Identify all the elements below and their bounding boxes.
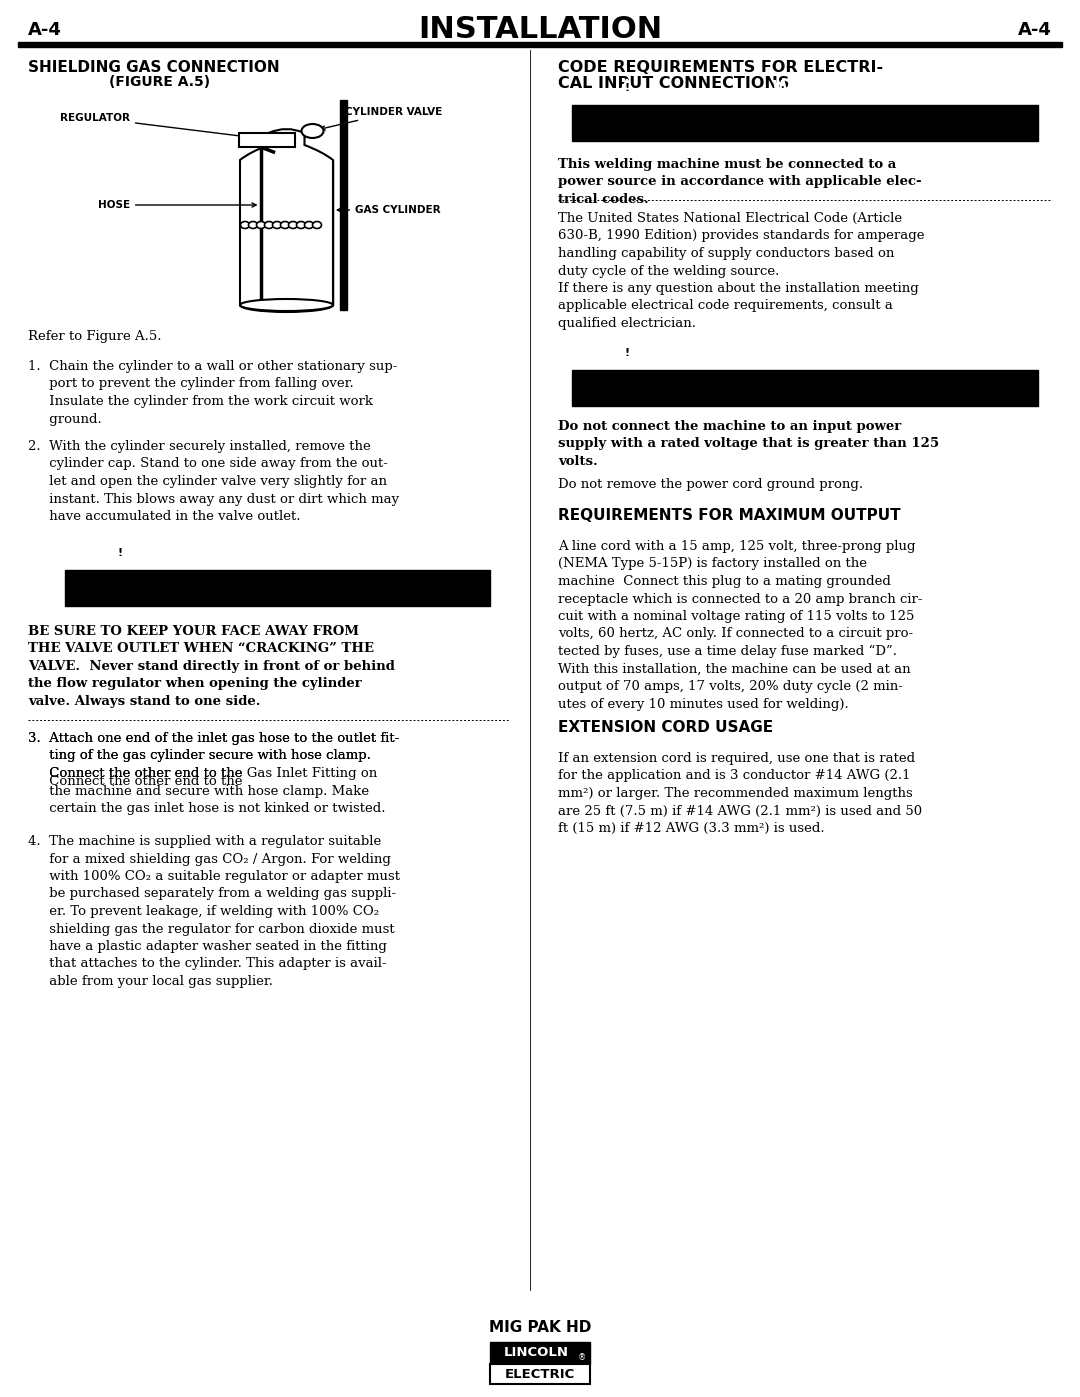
Text: A line cord with a 15 amp, 125 volt, three-prong plug
(NEMA Type 5-15P) is facto: A line cord with a 15 amp, 125 volt, thr… xyxy=(558,541,922,711)
Text: REQUIREMENTS FOR MAXIMUM OUTPUT: REQUIREMENTS FOR MAXIMUM OUTPUT xyxy=(558,509,901,522)
Polygon shape xyxy=(110,543,130,562)
Text: 3.  Attach one end of the inlet gas hose to the outlet fit-
     ting of the gas: 3. Attach one end of the inlet gas hose … xyxy=(28,732,400,780)
Text: 3.  Attach one end of the inlet gas hose to the outlet fit-
     ting of the gas: 3. Attach one end of the inlet gas hose … xyxy=(28,732,400,814)
Ellipse shape xyxy=(240,299,333,312)
Ellipse shape xyxy=(241,222,249,229)
Text: Do not remove the power cord ground prong.: Do not remove the power cord ground pron… xyxy=(558,478,863,490)
Text: Do not connect the machine to an input power
supply with a rated voltage that is: Do not connect the machine to an input p… xyxy=(558,420,940,468)
Text: SHIELDING GAS CONNECTION: SHIELDING GAS CONNECTION xyxy=(28,60,280,75)
Ellipse shape xyxy=(288,222,297,229)
Ellipse shape xyxy=(301,124,324,138)
Bar xyxy=(572,105,1038,141)
Text: The United States National Electrical Code (Article
630-B, 1990 Edition) provide: The United States National Electrical Co… xyxy=(558,212,924,330)
Text: HOSE: HOSE xyxy=(98,200,256,210)
Bar xyxy=(490,1363,590,1384)
Bar xyxy=(340,101,347,310)
Bar xyxy=(239,133,295,147)
Ellipse shape xyxy=(265,222,273,229)
Text: (FIGURE A.5): (FIGURE A.5) xyxy=(109,75,211,89)
Text: CAL INPUT CONNECTIONS: CAL INPUT CONNECTIONS xyxy=(558,75,789,91)
Bar xyxy=(240,161,242,305)
Text: If an extension cord is required, use one that is rated
for the application and : If an extension cord is required, use on… xyxy=(558,752,922,835)
Polygon shape xyxy=(617,80,637,96)
Text: ®: ® xyxy=(578,1354,586,1362)
Polygon shape xyxy=(617,344,637,362)
Text: !: ! xyxy=(624,82,630,94)
Ellipse shape xyxy=(281,222,289,229)
Text: INSTALLATION: INSTALLATION xyxy=(418,15,662,45)
Bar xyxy=(572,370,1038,407)
Text: 2.  With the cylinder securely installed, remove the
     cylinder cap. Stand to: 2. With the cylinder securely installed,… xyxy=(28,440,400,522)
Text: Refer to Figure A.5.: Refer to Figure A.5. xyxy=(28,330,162,344)
Text: GAS CYLINDER: GAS CYLINDER xyxy=(337,205,441,215)
Text: !: ! xyxy=(624,348,630,358)
Text: This welding machine must be connected to a
power source in accordance with appl: This welding machine must be connected t… xyxy=(558,158,921,205)
Text: ELECTRIC: ELECTRIC xyxy=(504,1368,576,1380)
Text: WARNING: WARNING xyxy=(772,78,878,98)
Text: Connect the other end to the: Connect the other end to the xyxy=(28,775,246,788)
Text: CYLINDER VALVE: CYLINDER VALVE xyxy=(321,108,442,130)
Text: 4.  The machine is supplied with a regulator suitable
     for a mixed shielding: 4. The machine is supplied with a regula… xyxy=(28,835,400,988)
Text: LINCOLN: LINCOLN xyxy=(503,1347,568,1359)
Ellipse shape xyxy=(240,298,333,312)
Ellipse shape xyxy=(297,222,306,229)
Ellipse shape xyxy=(312,222,322,229)
Text: WARNING: WARNING xyxy=(244,543,351,563)
Ellipse shape xyxy=(257,222,266,229)
PathPatch shape xyxy=(240,129,333,305)
Text: EXTENSION CORD USAGE: EXTENSION CORD USAGE xyxy=(558,719,773,735)
Text: CAUTION: CAUTION xyxy=(777,344,874,362)
Text: MIG PAK HD: MIG PAK HD xyxy=(489,1320,591,1336)
Bar xyxy=(330,161,333,305)
Text: !: ! xyxy=(118,548,122,557)
Bar xyxy=(65,570,490,606)
Ellipse shape xyxy=(248,222,257,229)
Text: 1.  Chain the cylinder to a wall or other stationary sup-
     port to prevent t: 1. Chain the cylinder to a wall or other… xyxy=(28,360,397,426)
Text: A-4: A-4 xyxy=(28,21,62,39)
Text: REGULATOR: REGULATOR xyxy=(60,113,244,138)
Ellipse shape xyxy=(305,222,313,229)
Text: CODE REQUIREMENTS FOR ELECTRI-: CODE REQUIREMENTS FOR ELECTRI- xyxy=(558,60,883,75)
Bar xyxy=(490,1343,590,1363)
Text: BE SURE TO KEEP YOUR FACE AWAY FROM
THE VALVE OUTLET WHEN “CRACKING” THE
VALVE. : BE SURE TO KEEP YOUR FACE AWAY FROM THE … xyxy=(28,624,395,708)
Text: A-4: A-4 xyxy=(1018,21,1052,39)
Bar xyxy=(18,42,1062,47)
Ellipse shape xyxy=(272,222,282,229)
